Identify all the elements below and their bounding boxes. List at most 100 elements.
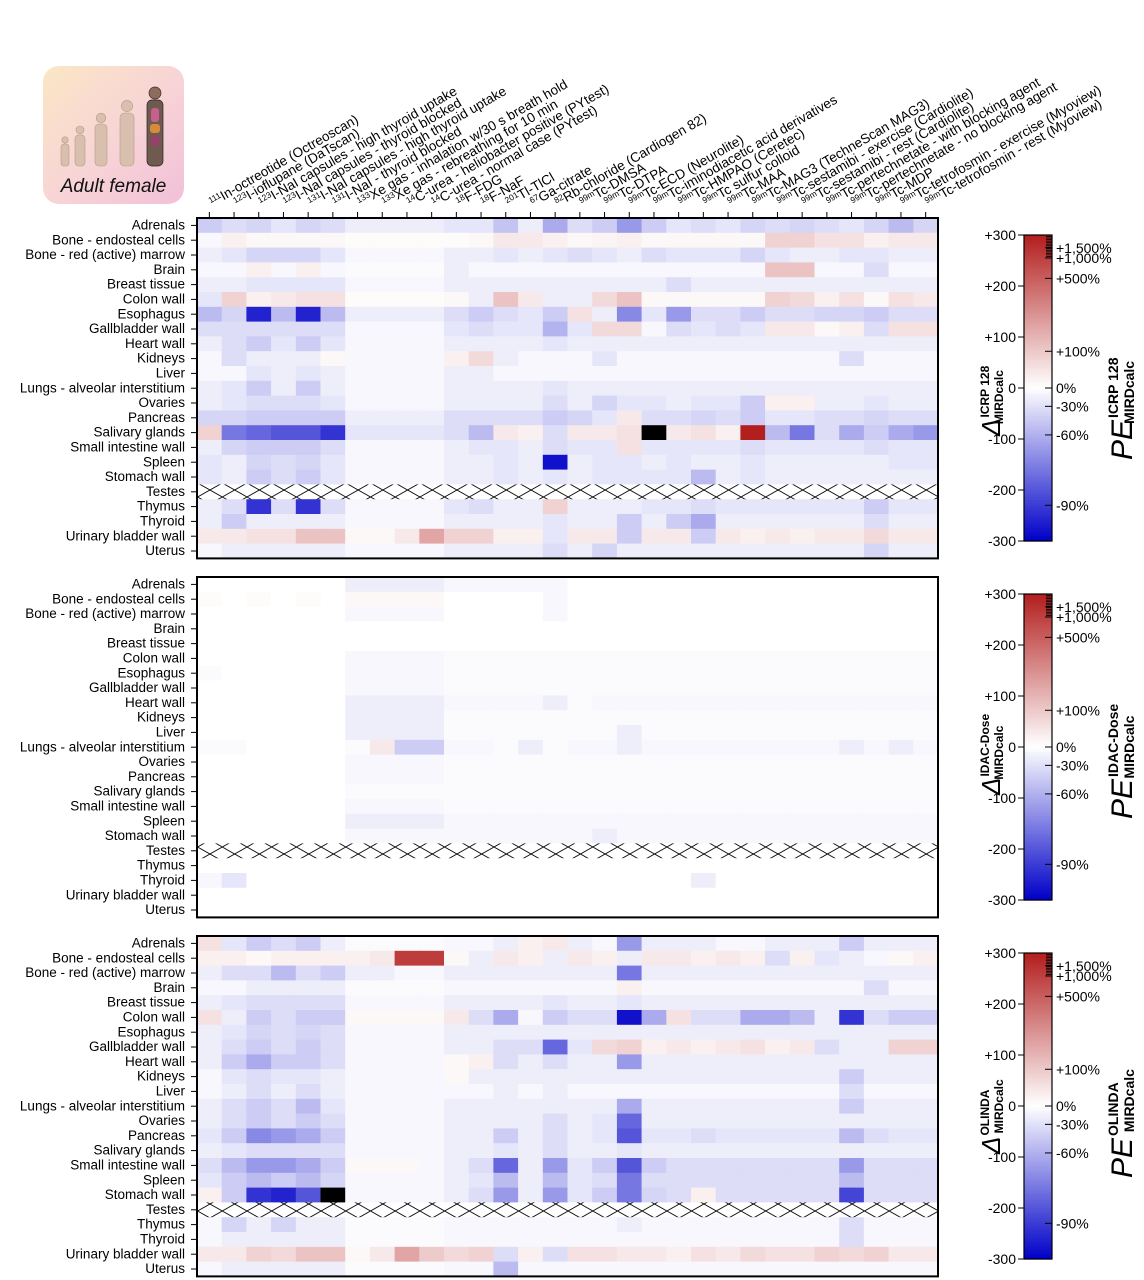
colorbar-gradient-step	[1024, 716, 1052, 720]
heatmap-cell	[444, 636, 470, 652]
heatmap-cell	[715, 292, 741, 308]
heatmap-cell	[468, 873, 494, 889]
heatmap-cell	[913, 858, 939, 874]
heatmap-cell	[394, 1261, 420, 1277]
heatmap-cell	[345, 799, 371, 815]
heatmap-cell	[740, 292, 766, 308]
heatmap-cell	[616, 380, 642, 396]
heatmap-cell	[345, 769, 371, 785]
heatmap-cell	[493, 454, 519, 470]
heatmap-cell	[221, 858, 247, 874]
heatmap-cell	[567, 695, 593, 711]
colorbar-gradient-step	[1024, 344, 1052, 348]
heatmap-cell	[863, 665, 889, 681]
heatmap-cell	[419, 321, 445, 337]
colorbar-gradient-step	[1024, 1042, 1052, 1046]
colorbar-gradient-step	[1024, 757, 1052, 761]
heatmap-cell	[616, 1069, 642, 1085]
heatmap-cell	[641, 321, 667, 337]
heatmap-cell	[295, 1172, 321, 1188]
heatmap-cell	[740, 1054, 766, 1070]
heatmap-cell	[814, 784, 840, 800]
heatmap-cell	[789, 606, 815, 622]
colorbar-gradient-step	[1024, 1169, 1052, 1173]
heatmap-cell	[369, 321, 395, 337]
heatmap-cell	[592, 380, 618, 396]
heatmap-cell	[444, 1024, 470, 1040]
heatmap-cell	[666, 1202, 692, 1218]
heatmap-cell	[271, 247, 297, 263]
heatmap-cell	[493, 1217, 519, 1233]
heatmap-cell	[789, 858, 815, 874]
colorbar-left-tick-label: +100	[984, 1047, 1016, 1063]
heatmap-cell	[567, 1010, 593, 1026]
heatmap-cell	[567, 218, 593, 234]
heatmap-cell	[814, 262, 840, 278]
colorbar-gradient-step	[1024, 1090, 1052, 1094]
row-label: Adrenals	[132, 577, 186, 592]
heatmap-cell	[666, 695, 692, 711]
heatmap-cell	[666, 1054, 692, 1070]
heatmap-cell	[493, 980, 519, 996]
heatmap-cell	[295, 218, 321, 234]
heatmap-cell	[740, 813, 766, 829]
heatmap-cell	[888, 395, 914, 411]
heatmap-cell	[691, 321, 717, 337]
heatmap-cell	[839, 247, 865, 263]
heatmap-cell	[789, 813, 815, 829]
heatmap-cell	[913, 887, 939, 903]
row-label: Thyroid	[140, 873, 185, 888]
heatmap-cell	[789, 739, 815, 755]
heatmap-cell	[691, 262, 717, 278]
heatmap-cell	[740, 606, 766, 622]
colorbar-gradient-step	[1024, 790, 1052, 794]
colorbar-gradient-step	[1024, 278, 1052, 282]
heatmap-cell	[691, 1172, 717, 1188]
heatmap-cell	[666, 950, 692, 966]
heatmap-cell	[419, 1054, 445, 1070]
heatmap-cell	[666, 351, 692, 367]
colorbar-gradient-step	[1024, 675, 1052, 679]
heatmap-cell	[765, 1232, 791, 1248]
heatmap-cell	[839, 621, 865, 637]
heatmap-cell	[691, 1202, 717, 1218]
colorbar-gradient-step	[1024, 319, 1052, 323]
heatmap-cell	[246, 277, 272, 293]
heatmap-cell	[221, 484, 247, 500]
heatmap-cell	[419, 1024, 445, 1040]
heatmap-cell	[839, 321, 865, 337]
heatmap-cell	[740, 232, 766, 248]
heatmap-cell	[592, 799, 618, 815]
colorbar-gradient-step	[1024, 892, 1052, 896]
heatmap-cell	[542, 980, 568, 996]
heatmap-cell	[468, 292, 494, 308]
heatmap-cell	[616, 902, 642, 918]
heatmap-cell	[888, 665, 914, 681]
heatmap-cell	[567, 321, 593, 337]
heatmap-cell	[616, 1039, 642, 1055]
colorbar-gradient-step	[1024, 1200, 1052, 1204]
heatmap-cell	[715, 695, 741, 711]
colorbar-gradient-step	[1024, 1034, 1052, 1038]
heatmap-cell	[641, 858, 667, 874]
heatmap-cell	[765, 543, 791, 559]
heatmap-cell	[320, 543, 346, 559]
heatmap-cell	[197, 262, 223, 278]
colorbar-gradient-step	[1024, 1253, 1052, 1258]
heatmap-cell	[542, 1054, 568, 1070]
heatmap-cell	[518, 887, 544, 903]
heatmap-cell	[444, 1039, 470, 1055]
heatmap-cell	[666, 754, 692, 770]
colorbar-gradient-step	[1024, 520, 1052, 524]
heatmap-cell	[567, 965, 593, 981]
heatmap-cell	[369, 577, 395, 593]
heatmap-cell	[221, 528, 247, 544]
heatmap-cell	[641, 739, 667, 755]
heatmap-cell	[913, 739, 939, 755]
heatmap-cell	[419, 621, 445, 637]
heatmap-cell	[518, 484, 544, 500]
heatmap-cell	[567, 754, 593, 770]
heatmap-cell	[271, 828, 297, 844]
heatmap-cell	[197, 499, 223, 515]
